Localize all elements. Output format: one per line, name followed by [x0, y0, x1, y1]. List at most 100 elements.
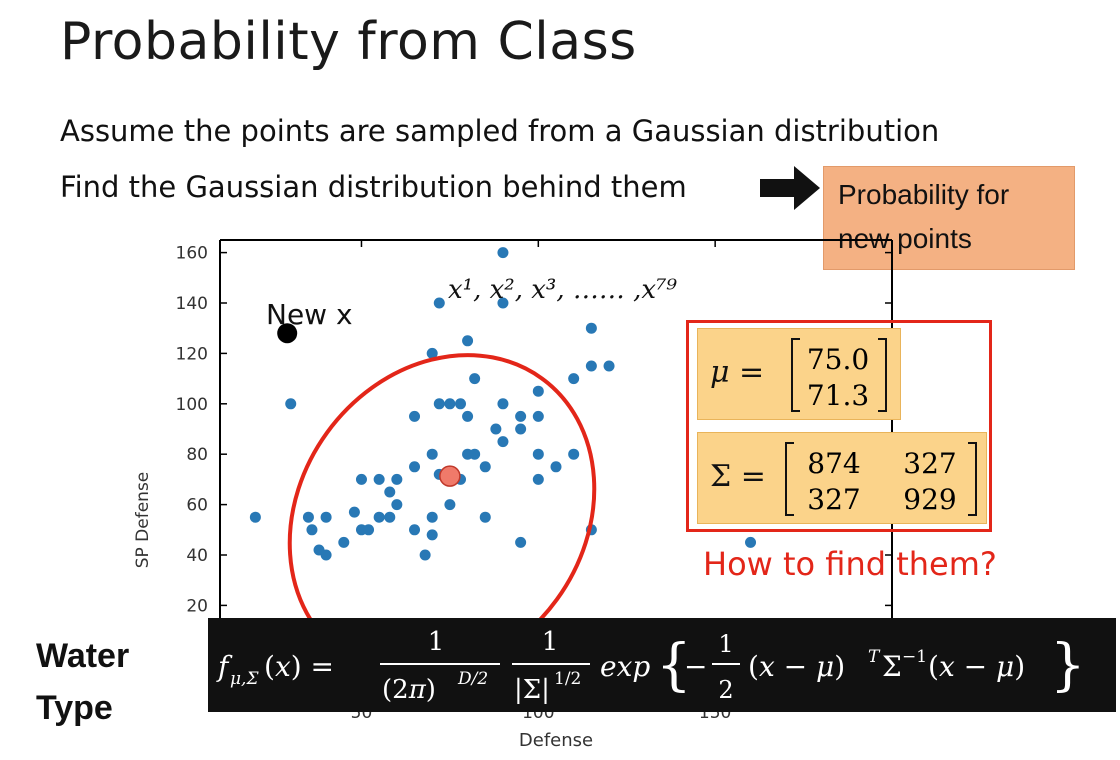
svg-text:Σ: Σ — [882, 650, 902, 683]
data-point — [320, 511, 332, 523]
mu-vector: 75.0 71.3 — [791, 338, 887, 412]
data-point — [426, 347, 438, 359]
data-point — [497, 297, 509, 309]
mean-marker — [439, 465, 461, 487]
mu-symbol: μ = — [710, 355, 765, 390]
new-point-marker — [277, 323, 298, 344]
data-point — [532, 410, 544, 422]
svg-text:{: { — [656, 633, 692, 698]
data-point — [384, 511, 396, 523]
water-type-label: Water Type — [36, 630, 129, 734]
water-word: Water — [36, 637, 130, 675]
covariance-parameter-box: Σ = 874 327 327 929 — [697, 432, 987, 524]
samples-label: x¹, x², x³, …… ,x⁷⁹ — [448, 275, 677, 305]
data-point — [306, 524, 318, 536]
svg-text:1: 1 — [718, 630, 733, 658]
y-tick-label: 120 — [176, 344, 208, 364]
data-point — [391, 499, 403, 511]
data-point — [515, 423, 527, 435]
y-tick-label: 80 — [186, 445, 208, 465]
svg-text:2: 2 — [718, 676, 733, 704]
sigma-21: 327 — [807, 483, 860, 516]
mean-parameter-box: μ = 75.0 71.3 — [697, 328, 901, 420]
svg-text:(2π): (2π) — [382, 675, 436, 705]
data-point — [338, 536, 350, 548]
data-point — [409, 461, 421, 473]
data-point — [497, 436, 509, 448]
data-point — [550, 461, 562, 473]
data-point — [249, 511, 261, 523]
data-point — [568, 448, 580, 460]
data-point — [497, 398, 509, 410]
data-point — [568, 373, 580, 385]
data-point — [515, 536, 527, 548]
svg-text:−1: −1 — [902, 647, 927, 667]
svg-text:T: T — [868, 647, 881, 667]
data-point — [313, 544, 325, 556]
sigma-11: 874 — [807, 447, 860, 480]
data-point — [384, 486, 396, 498]
data-point — [455, 398, 467, 410]
data-point — [433, 398, 445, 410]
gaussian-formula: f μ,Σ (x) = 1 (2π) D/2 1 |Σ| 1/2 exp { −… — [208, 618, 1116, 712]
data-point — [409, 410, 421, 422]
mu-value-1: 75.0 — [807, 343, 869, 376]
data-point — [479, 511, 491, 523]
y-tick-label: 20 — [186, 596, 208, 616]
svg-text:−: − — [684, 650, 707, 683]
svg-text:(x − μ): (x − μ) — [928, 650, 1025, 683]
data-point — [391, 473, 403, 485]
data-point — [532, 385, 544, 397]
data-point — [490, 423, 502, 435]
data-point — [426, 448, 438, 460]
data-point — [603, 360, 615, 372]
callout-line-2: new points — [838, 223, 972, 254]
sigma-12: 327 — [903, 447, 956, 480]
data-point — [373, 473, 385, 485]
data-point — [745, 536, 757, 548]
data-point — [285, 398, 297, 410]
data-point — [462, 335, 474, 347]
y-tick-label: 160 — [176, 244, 208, 264]
data-point — [532, 473, 544, 485]
sigma-matrix: 874 327 327 929 — [785, 442, 977, 516]
mu-value-2: 71.3 — [807, 379, 869, 412]
data-point — [426, 529, 438, 541]
data-point — [355, 473, 367, 485]
right-arrow-icon — [760, 166, 820, 210]
data-point — [515, 410, 527, 422]
new-x-label: New x — [266, 298, 353, 331]
svg-text:(x) =: (x) = — [264, 650, 334, 683]
parameter-frame — [686, 320, 992, 532]
data-point — [409, 524, 421, 536]
data-point — [419, 549, 431, 561]
data-point — [469, 373, 481, 385]
data-point — [444, 398, 456, 410]
data-point — [302, 511, 314, 523]
x-axis-label: Defense — [519, 730, 593, 751]
data-point — [479, 461, 491, 473]
y-axis-label: SP Defense — [133, 472, 153, 569]
data-point — [426, 511, 438, 523]
svg-text:μ,Σ: μ,Σ — [230, 669, 259, 689]
y-tick-label: 140 — [176, 294, 208, 314]
sigma-symbol: Σ = — [710, 459, 766, 494]
probability-callout: Probability for new points — [823, 166, 1075, 270]
data-point — [363, 524, 375, 536]
data-point — [585, 322, 597, 334]
data-point — [373, 511, 385, 523]
type-word: Type — [36, 689, 113, 727]
data-point — [433, 297, 445, 309]
data-point — [469, 448, 481, 460]
y-tick-label: 100 — [176, 395, 208, 415]
data-point — [348, 506, 360, 518]
data-point — [497, 247, 509, 259]
svg-text:1: 1 — [428, 627, 445, 657]
data-point — [462, 410, 474, 422]
how-to-find-text: How to find them? — [703, 545, 997, 583]
data-point — [532, 448, 544, 460]
assumption-text: Assume the points are sampled from a Gau… — [60, 114, 940, 148]
svg-text:1: 1 — [542, 627, 559, 657]
svg-text:|Σ|: |Σ| — [514, 675, 550, 705]
